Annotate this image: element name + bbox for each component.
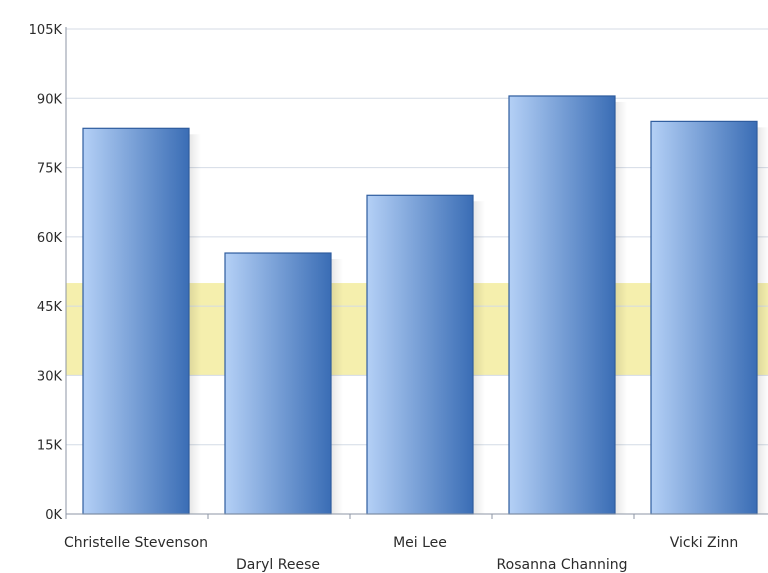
x-category-label: Christelle Stevenson: [64, 535, 208, 551]
x-category-label: Rosanna Channing: [497, 557, 628, 573]
labels: 0K 15K 30K 45K 60K 75K 90K 105K Christelle Steve…: [29, 23, 739, 573]
bar[interactable]: [224, 252, 332, 515]
bar[interactable]: [366, 194, 474, 515]
bar-shadow: [757, 127, 768, 514]
bar[interactable]: [508, 95, 616, 515]
bar-shadow: [331, 259, 343, 514]
y-tick-label: 30K: [37, 369, 63, 384]
bar[interactable]: [650, 120, 758, 515]
bar-shadows: [189, 101, 768, 515]
y-tick-label: 15K: [37, 439, 63, 454]
x-category-label: Vicki Zinn: [670, 535, 739, 551]
y-tick-label: 45K: [37, 300, 63, 315]
bar[interactable]: [82, 127, 190, 515]
bar-shadow: [189, 134, 201, 515]
axes: [65, 27, 768, 519]
bar-shadow: [473, 201, 485, 515]
x-category-label: Daryl Reese: [236, 557, 320, 573]
y-tick-label: 75K: [37, 162, 63, 177]
x-category-label: Mei Lee: [393, 535, 447, 551]
bar-shadow: [615, 101, 627, 514]
y-tick-label: 90K: [37, 92, 63, 107]
y-tick-label: 60K: [37, 231, 63, 246]
y-tick-label: 105K: [29, 23, 63, 38]
bars: [82, 95, 758, 515]
y-tick-label: 0K: [45, 508, 62, 523]
